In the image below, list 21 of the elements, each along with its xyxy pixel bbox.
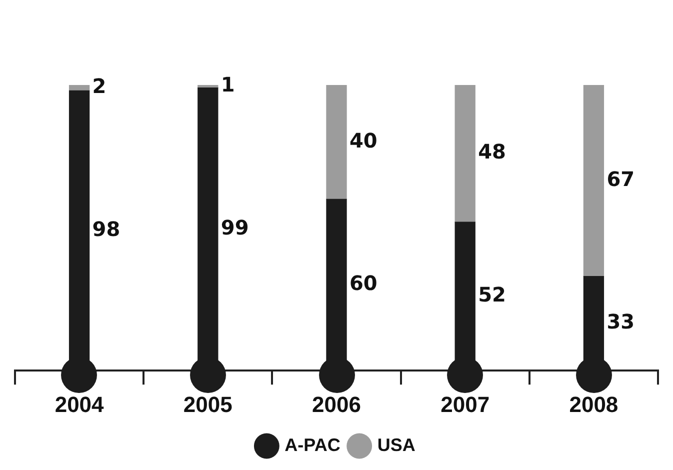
x-tick-label: 2004 [54, 392, 105, 417]
bar [583, 85, 604, 277]
data-label: 60 [350, 271, 378, 296]
x-tick-label: 2008 [569, 392, 618, 417]
data-label: 33 [606, 310, 635, 334]
data-label: 98 [92, 216, 120, 241]
data-label: 52 [478, 282, 506, 307]
data-label: 99 [220, 215, 249, 240]
bar [326, 85, 347, 200]
data-label: 2 [92, 74, 106, 98]
legend-label: A-PAC [284, 434, 340, 455]
x-tick-label: 2007 [440, 392, 490, 417]
data-label: 67 [606, 166, 635, 191]
bar [68, 85, 90, 92]
data-label: 40 [350, 128, 378, 152]
bar [454, 85, 476, 222]
data-label: 48 [478, 140, 506, 164]
legend-label: USA [377, 434, 416, 455]
data-label: 1 [220, 72, 235, 97]
x-tick-label: 2006 [312, 392, 361, 417]
x-tick-label: 2005 [183, 392, 232, 417]
